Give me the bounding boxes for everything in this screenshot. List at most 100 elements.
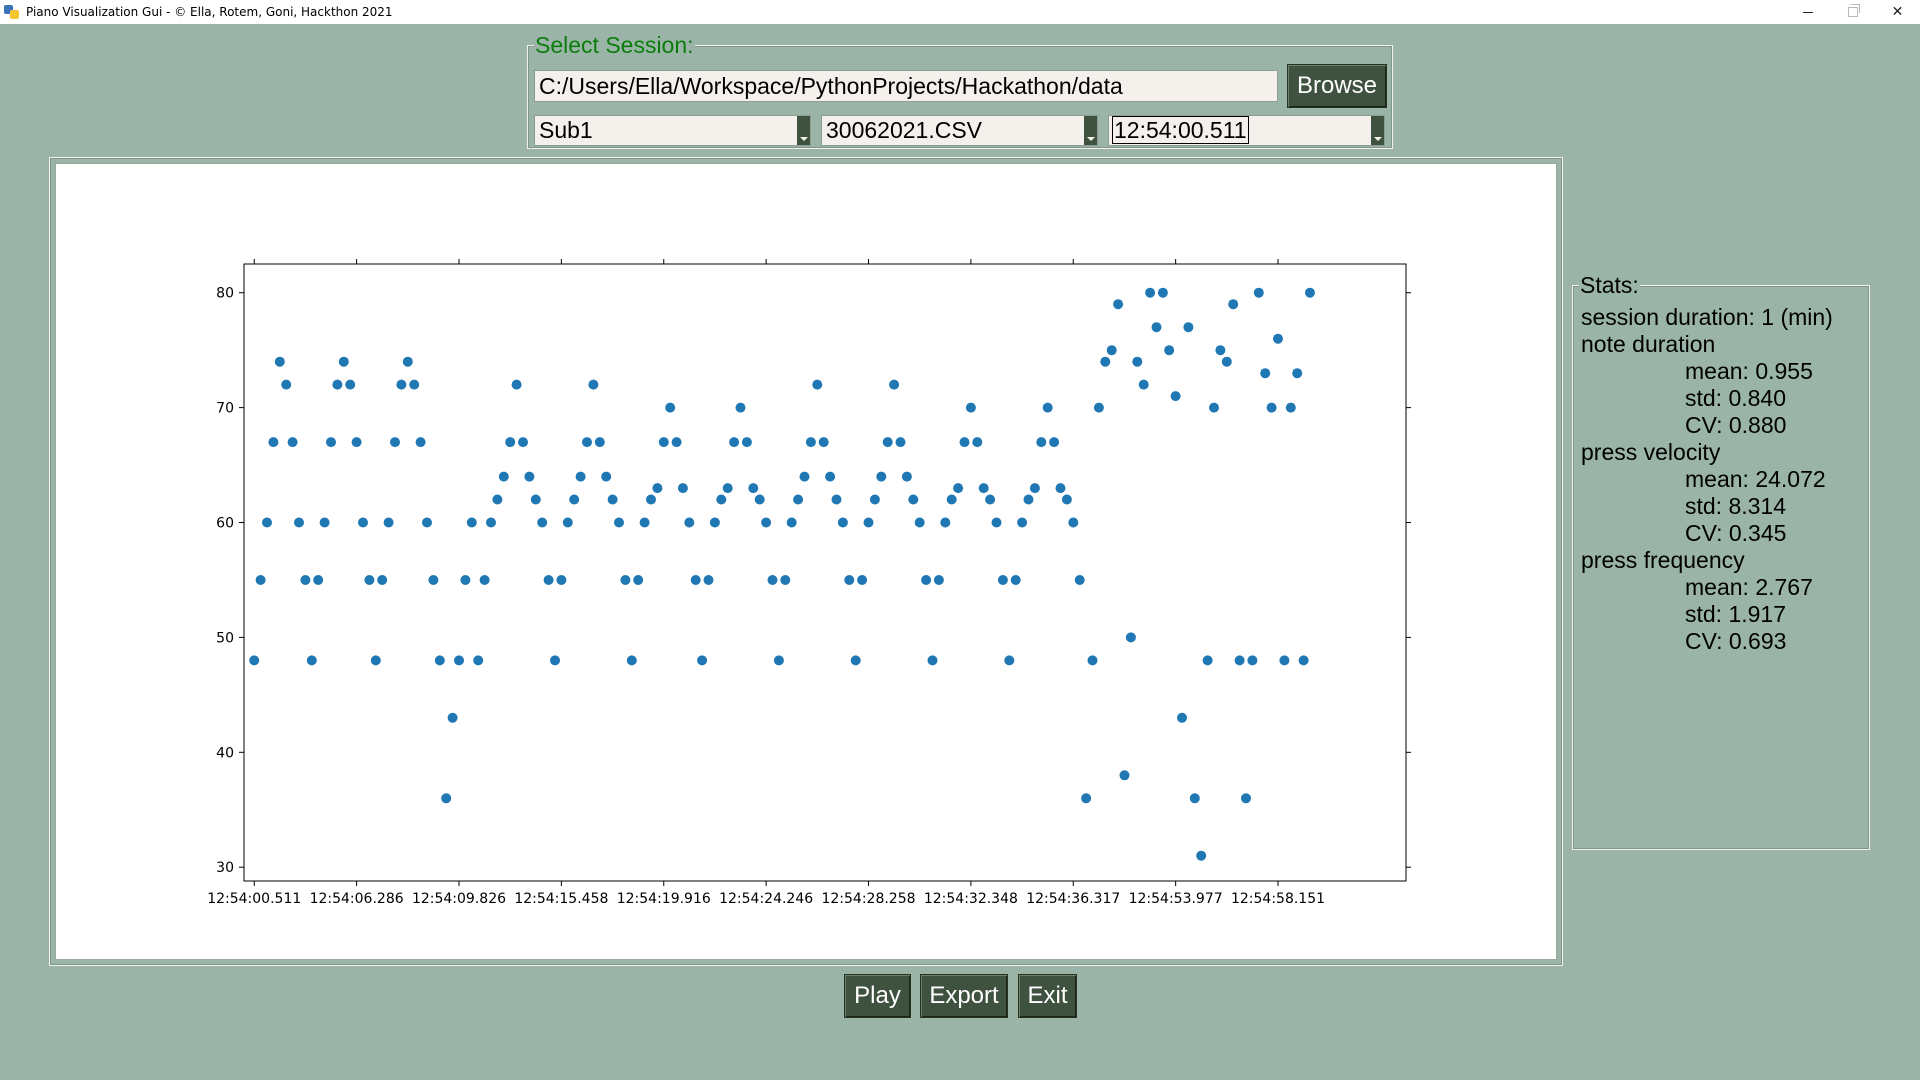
data-point xyxy=(1266,402,1277,413)
data-point xyxy=(1292,368,1303,379)
subject-dropdown[interactable]: Sub1 xyxy=(534,115,811,146)
data-point xyxy=(345,379,356,390)
data-point xyxy=(1151,322,1162,333)
exit-button[interactable]: Exit xyxy=(1018,974,1077,1018)
data-point xyxy=(978,483,989,494)
data-point xyxy=(722,483,733,494)
dropdown-arrow-icon[interactable] xyxy=(1084,116,1097,145)
data-point xyxy=(901,471,912,482)
data-point xyxy=(665,402,676,413)
data-point xyxy=(761,517,772,528)
data-point xyxy=(1036,437,1047,448)
data-point xyxy=(1241,793,1251,804)
data-point xyxy=(1183,322,1194,333)
data-point xyxy=(556,575,567,585)
x-tick-label: 12:54:36.317 xyxy=(1026,891,1120,907)
data-point xyxy=(255,575,266,585)
note-duration-label: note duration xyxy=(1581,331,1716,357)
restore-icon xyxy=(1847,4,1860,17)
plot-frame: 30 40 50 60 70 80 12:54:00.511 12:54:06.286 12:… xyxy=(49,157,1563,966)
data-point xyxy=(262,517,272,528)
data-point xyxy=(741,437,752,448)
data-point xyxy=(652,483,663,494)
data-point xyxy=(1196,850,1207,861)
data-point xyxy=(377,575,388,585)
x-tick-label: 12:54:09.826 xyxy=(412,891,506,907)
data-point xyxy=(588,379,599,390)
y-tick-label: 80 xyxy=(216,286,234,302)
data-point xyxy=(1010,575,1021,585)
select-session-group: Select Session: C:/Users/Ella/Workspace/… xyxy=(527,32,1393,149)
data-point xyxy=(1049,437,1060,448)
data-point xyxy=(441,793,452,804)
data-point xyxy=(940,517,951,528)
y-tick-label: 30 xyxy=(216,860,234,876)
data-point xyxy=(306,655,317,666)
data-point xyxy=(1023,494,1034,505)
data-point xyxy=(1081,793,1092,804)
data-point xyxy=(863,517,874,528)
data-point xyxy=(492,494,503,505)
file-dropdown[interactable]: 30062021.CSV xyxy=(821,115,1098,146)
data-point xyxy=(780,575,791,585)
dropdown-arrow-icon[interactable] xyxy=(1371,116,1384,145)
data-point xyxy=(518,437,528,448)
data-point xyxy=(729,437,740,448)
dropdown-arrow-icon[interactable] xyxy=(797,116,810,145)
data-point xyxy=(620,575,631,585)
window-controls: ✕ xyxy=(1785,0,1920,24)
data-point xyxy=(537,517,548,528)
press-frequency-mean: mean: 2.767 xyxy=(1685,574,1813,600)
data-point xyxy=(1202,655,1213,666)
data-path-input[interactable]: C:/Users/Ella/Workspace/PythonProjects/H… xyxy=(534,70,1278,102)
data-point xyxy=(358,517,368,528)
data-point xyxy=(933,575,944,585)
x-tick-label: 12:54:32.348 xyxy=(924,891,1018,907)
data-point xyxy=(1119,770,1130,781)
close-icon: ✕ xyxy=(1891,4,1904,20)
data-point xyxy=(396,379,407,390)
play-button[interactable]: Play xyxy=(844,974,911,1018)
data-point xyxy=(837,517,848,528)
press-frequency-label: press frequency xyxy=(1581,547,1745,573)
data-point xyxy=(1247,655,1258,666)
data-point xyxy=(1305,287,1315,298)
data-point xyxy=(684,517,695,528)
data-point xyxy=(319,517,330,528)
data-point xyxy=(927,655,938,666)
browse-button[interactable]: Browse xyxy=(1287,64,1387,108)
data-point xyxy=(1177,712,1187,723)
press-velocity-mean: mean: 24.072 xyxy=(1685,466,1826,492)
time-dropdown[interactable]: 12:54:00.511 xyxy=(1108,115,1385,146)
data-point xyxy=(697,655,708,666)
data-point xyxy=(965,402,976,413)
close-button[interactable]: ✕ xyxy=(1875,0,1920,24)
file-value: 30062021.CSV xyxy=(826,117,983,143)
data-point xyxy=(511,379,522,390)
data-point xyxy=(402,356,413,367)
data-point xyxy=(550,655,560,666)
data-point xyxy=(1093,402,1104,413)
data-point xyxy=(1189,793,1200,804)
select-session-legend: Select Session: xyxy=(534,32,695,58)
data-point xyxy=(908,494,919,505)
minimize-button[interactable] xyxy=(1785,0,1830,24)
data-point xyxy=(1234,655,1245,666)
data-point xyxy=(677,483,688,494)
data-point xyxy=(409,379,420,390)
data-point xyxy=(1170,391,1181,402)
data-point xyxy=(1132,356,1143,367)
data-point xyxy=(959,437,970,448)
data-point xyxy=(1228,299,1239,310)
data-point xyxy=(1004,655,1015,666)
export-button[interactable]: Export xyxy=(920,974,1008,1018)
data-point xyxy=(1157,287,1168,298)
data-point xyxy=(1215,345,1226,356)
data-point xyxy=(614,517,624,528)
data-point xyxy=(415,437,426,448)
note-duration-cv: CV: 0.880 xyxy=(1685,412,1787,438)
data-point xyxy=(1164,345,1175,356)
maximize-button xyxy=(1830,0,1875,24)
data-point xyxy=(338,356,349,367)
x-ticks: 12:54:00.511 12:54:06.286 12:54:09.826 12:5… xyxy=(207,259,1325,907)
